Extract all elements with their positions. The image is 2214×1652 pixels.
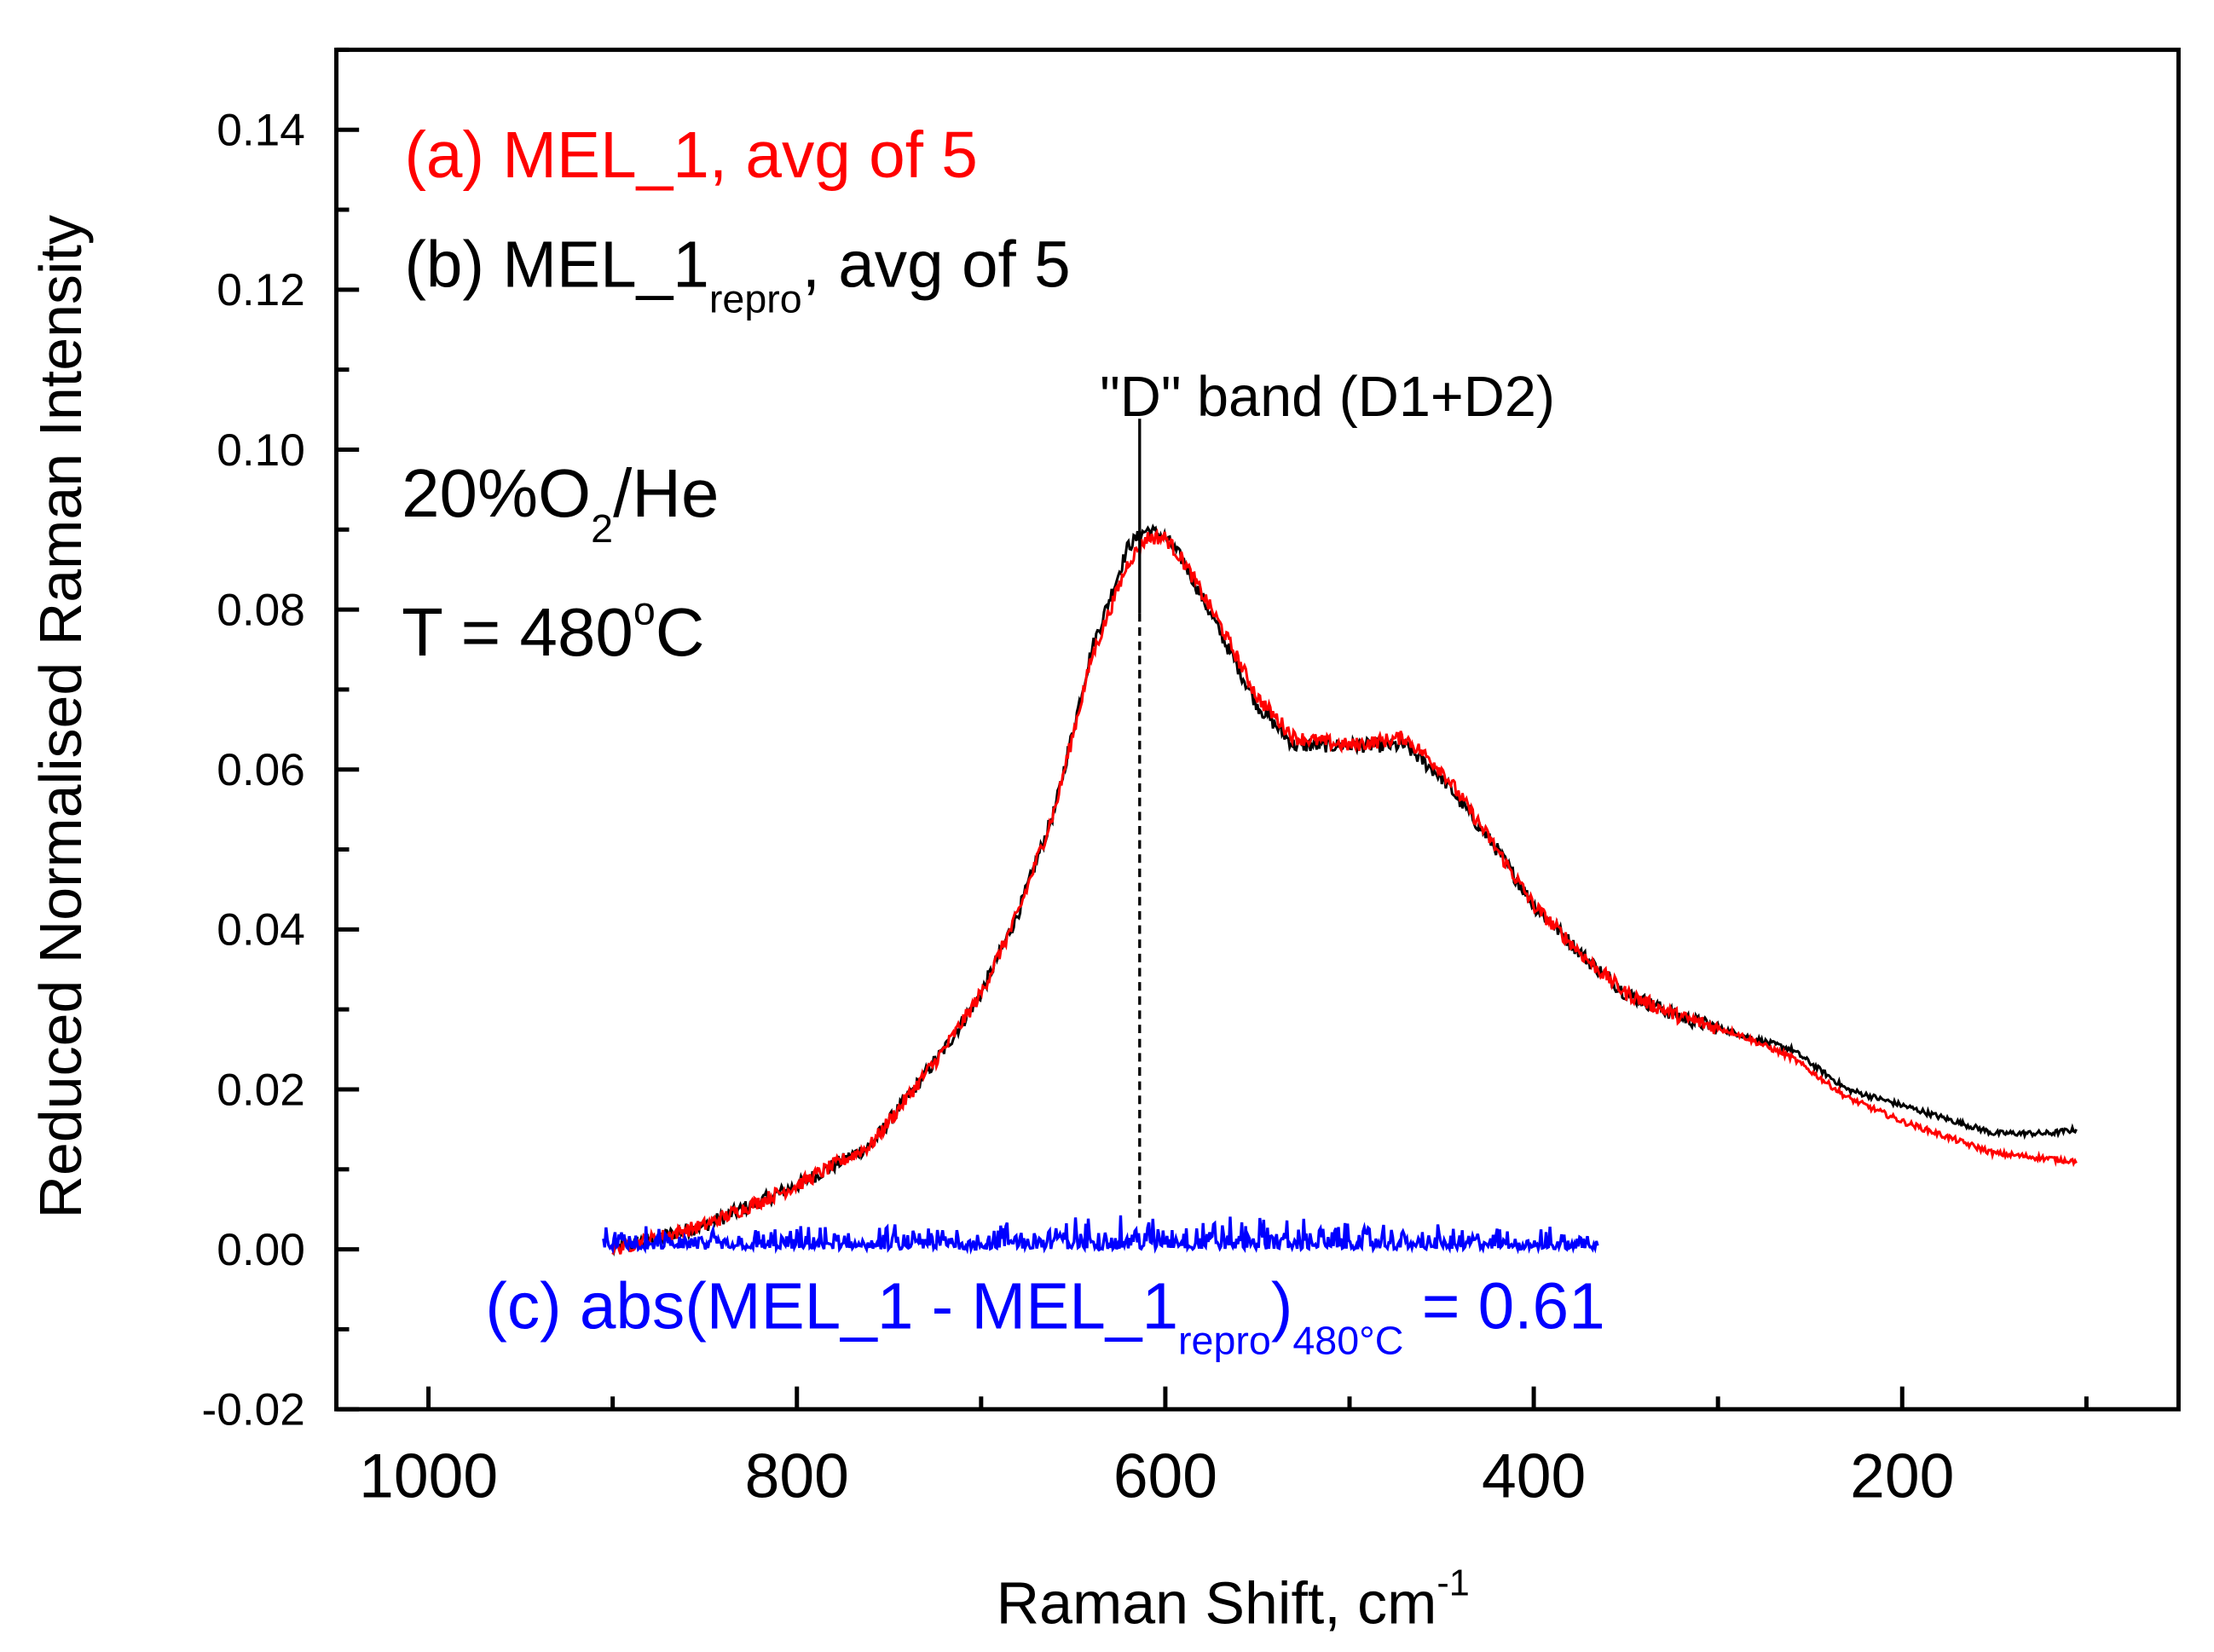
x-tick-label: 600 [1113,1441,1217,1510]
x-tick-label: 200 [1850,1441,1954,1510]
series-line-c [602,1215,1599,1256]
axis-ticks: 1000 800 600 400 200 -0.02 0.00 0.02 0.04 0.06 0.0… [201,47,2089,1510]
y-tick-label: 0.08 [217,585,305,635]
temperature-label: T = 480oC [402,589,704,671]
plot-curves [602,523,2078,1257]
x-tick-label: 800 [745,1441,849,1510]
y-tick-label: 0.12 [217,265,305,315]
series-line-b [611,523,2078,1257]
y-tick-label: 0.14 [217,106,305,156]
y-tick-label: 0.06 [217,745,305,795]
y-tick-label: 0.02 [217,1065,305,1115]
y-tick-label: 0.10 [217,425,305,476]
x-axis-label: Raman Shift, cm-1 [997,1562,1470,1636]
x-tick-label: 400 [1482,1441,1586,1510]
legend-a: (a) MEL_1, avg of 5 [404,119,977,192]
legend-b: (b) MEL_1repro, avg of 5 [404,228,1070,321]
y-tick-label: 0.04 [217,905,305,956]
y-tick-label: 0.00 [217,1225,305,1275]
d-band-label: "D" band (D1+D2) [1100,366,1555,429]
series-line-a [611,528,2078,1256]
y-axis-label: Reduced Normalised Raman Intensity [27,215,94,1218]
x-tick-label: 1000 [359,1441,498,1510]
gas-label: 20%O2/He [402,455,719,551]
y-tick-label: -0.02 [201,1385,304,1435]
legend-c: (c) abs(MEL_1 - MEL_1repro)480°C = 0.61 [485,1270,1604,1362]
plot-frame [334,47,2181,1412]
